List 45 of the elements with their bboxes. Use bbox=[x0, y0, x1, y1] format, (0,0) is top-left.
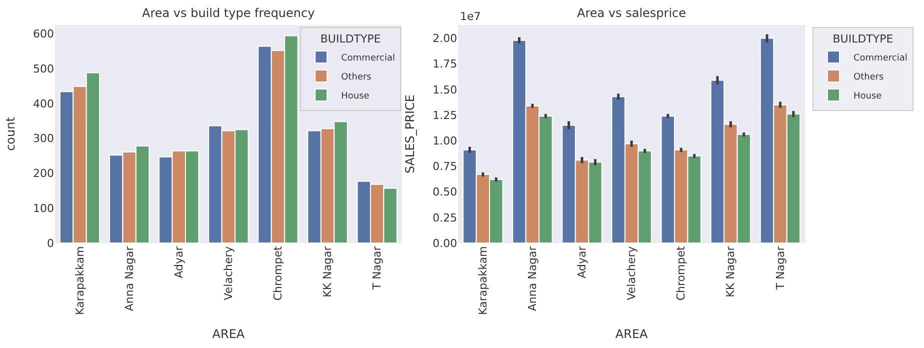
x-tick-label: Anna Nagar bbox=[122, 246, 136, 312]
x-tick-label: Adyar bbox=[172, 246, 186, 278]
x-tick-label: Karapakkam bbox=[73, 246, 86, 315]
x-tick-label: KK Nagar bbox=[724, 246, 738, 298]
y-tick-label: 2.00 bbox=[432, 32, 458, 46]
y-tick-label: 400 bbox=[33, 97, 54, 110]
x-tick-label: Chrompet bbox=[674, 246, 688, 301]
legend-label: Others bbox=[341, 72, 372, 82]
x-axis-title: AREA bbox=[212, 326, 246, 341]
x-tick-label: Adyar bbox=[576, 246, 589, 278]
y-tick-label: 600 bbox=[33, 28, 54, 41]
x-tick-label: Anna Nagar bbox=[526, 246, 540, 312]
y-tick-label: 1.25 bbox=[432, 108, 458, 122]
legend-label: House bbox=[341, 91, 370, 102]
legend-label: Others bbox=[854, 72, 884, 82]
legend-label: Commercial bbox=[854, 53, 908, 64]
y-tick-label: 500 bbox=[33, 62, 54, 76]
y-tick-label: 300 bbox=[33, 132, 54, 146]
y-tick-label: 1.75 bbox=[432, 58, 458, 71]
chart-title: Area vs salesprice bbox=[577, 6, 686, 20]
text: 1e7 bbox=[460, 10, 481, 23]
y-tick-label: 0.00 bbox=[432, 236, 458, 250]
x-tick-label: T Nagar bbox=[370, 246, 384, 291]
chart-title: Area vs build type frequency bbox=[142, 6, 315, 20]
y-tick-label: 100 bbox=[33, 202, 54, 215]
y-tick-label: 0.50 bbox=[432, 186, 458, 199]
x-tick-label: Chrompet bbox=[272, 246, 285, 301]
y-tick-label: 200 bbox=[33, 167, 54, 180]
legend-title: BUILDTYPE bbox=[832, 32, 894, 46]
y-tick-label: 0.25 bbox=[432, 211, 458, 224]
x-tick-label: Velachery bbox=[625, 246, 638, 300]
x-tick-label: KK Nagar bbox=[321, 246, 334, 298]
y-tick-label: 1.50 bbox=[432, 83, 458, 96]
x-tick-label: T Nagar bbox=[774, 246, 787, 291]
y-axis-title: SALES_PRICE bbox=[402, 94, 417, 174]
y-tick-label: 0 bbox=[47, 236, 54, 250]
y-axis-title: count bbox=[3, 116, 18, 151]
legend-label: House bbox=[854, 91, 882, 102]
legend-title: BUILDTYPE bbox=[320, 32, 381, 46]
legend-label: Commercial bbox=[341, 53, 395, 64]
x-tick-label: Velachery bbox=[222, 246, 236, 300]
x-axis-title: AREA bbox=[615, 326, 649, 341]
y-tick-label: 1.00 bbox=[432, 134, 458, 148]
x-tick-label: Karapakkam bbox=[476, 246, 490, 315]
y-tick-label: 0.75 bbox=[432, 160, 458, 174]
